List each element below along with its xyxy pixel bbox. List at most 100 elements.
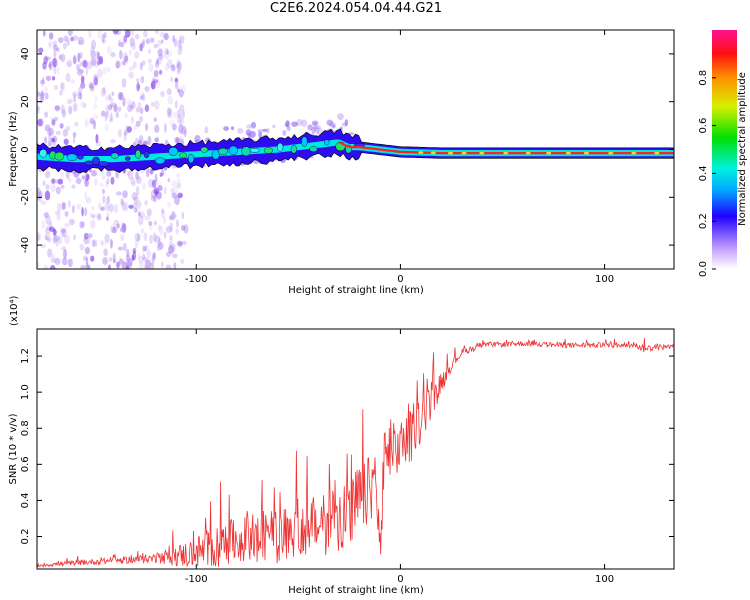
spectral-point: [159, 172, 163, 177]
ridge-peak-dot: [461, 151, 467, 155]
spectral-point: [44, 136, 48, 144]
spectral-point: [94, 95, 98, 103]
spectral-point: [141, 41, 145, 49]
spectral-point: [49, 142, 56, 147]
spectral-point: [137, 85, 141, 90]
spectral-point: [60, 81, 66, 92]
ridge-blob: [249, 148, 260, 153]
spectral-point: [113, 219, 120, 226]
spectral-point: [62, 129, 69, 137]
spectral-point: [329, 122, 336, 128]
spectral-point: [194, 139, 199, 144]
ridge-blob: [168, 147, 179, 156]
spectral-point: [135, 120, 141, 127]
spectral-point: [72, 56, 77, 65]
snr-scale-note: (x10⁴): [9, 295, 20, 326]
spectral-point: [151, 253, 155, 264]
spectral-point: [126, 257, 133, 267]
ridge-peak-dot: [448, 151, 454, 155]
snr-x-axis: -100 0 100: [185, 329, 614, 585]
spectral-point: [156, 58, 159, 65]
spectral-point: [138, 211, 141, 217]
spectral-point: [94, 59, 99, 68]
spectral-point: [156, 243, 162, 252]
spectral-point: [171, 243, 176, 252]
spectral-point: [90, 45, 95, 54]
spectral-point: [61, 246, 67, 251]
spectral-point: [155, 136, 160, 143]
spectral-point: [119, 92, 124, 101]
y-tick-label: 1.2: [20, 348, 31, 364]
spectral-point: [311, 127, 317, 134]
ridge-peak-dot: [654, 151, 660, 155]
spectral-point: [174, 100, 178, 109]
spectral-point: [83, 232, 89, 240]
spectral-point: [100, 110, 106, 117]
colorbar-gradient: [712, 30, 737, 269]
spectral-point: [107, 264, 112, 269]
spectral-point: [84, 178, 89, 187]
spectral-point: [92, 239, 96, 248]
spectral-point: [171, 64, 175, 70]
spectral-point: [92, 214, 95, 219]
spectral-point: [135, 185, 140, 196]
spectral-point: [97, 68, 103, 78]
spectral-point: [145, 123, 149, 131]
spectral-point: [153, 220, 157, 226]
spectral-point: [94, 50, 99, 59]
spectral-point: [100, 87, 106, 97]
spectral-point: [108, 93, 112, 102]
spectral-point: [123, 54, 129, 65]
spectral-point: [70, 79, 75, 84]
spectral-point: [95, 133, 99, 144]
spectral-point: [115, 60, 121, 69]
spectral-point: [64, 211, 69, 217]
spectral-point: [66, 98, 73, 104]
spectral-point: [128, 100, 134, 108]
spectral-point: [93, 113, 99, 120]
ridge-peak-dot: [525, 151, 531, 155]
y-tick-label: 0.8: [20, 420, 31, 436]
spectral-point: [122, 190, 128, 199]
spectral-point: [48, 42, 52, 50]
spectral-point: [109, 112, 113, 122]
spectral-point: [44, 124, 51, 132]
spectral-point: [113, 103, 118, 113]
spectral-point: [86, 264, 91, 269]
spectral-point: [157, 241, 164, 250]
spectral-point: [180, 225, 186, 231]
spectral-point: [132, 61, 137, 69]
spectral-point: [123, 131, 127, 142]
spectral-point: [152, 232, 157, 242]
spectral-point: [124, 55, 129, 63]
snr-y-axis: 0.2 0.4 0.6 0.8 1.0 1.2: [20, 348, 674, 544]
spectral-point: [40, 200, 47, 206]
spectral-point: [181, 212, 185, 219]
spectral-point: [142, 245, 145, 254]
spectral-point: [48, 32, 54, 40]
spectral-point: [79, 221, 85, 229]
spectral-point: [150, 189, 157, 199]
spectral-point: [156, 191, 162, 200]
spectral-point: [72, 136, 76, 144]
spectral-point: [337, 113, 344, 121]
ridge-peak-dot: [430, 151, 436, 155]
spectral-point: [102, 39, 106, 44]
spectral-point: [43, 54, 48, 63]
spectral-point: [142, 30, 148, 38]
spectral-point: [87, 233, 93, 239]
spectral-point: [144, 104, 150, 112]
spectral-point: [128, 49, 132, 56]
spectral-point: [52, 138, 57, 147]
spectral-point: [48, 60, 53, 71]
spectral-point: [79, 51, 83, 59]
spectral-point: [72, 132, 77, 138]
ridge-blob: [66, 153, 78, 162]
spectral-point: [160, 210, 166, 220]
ridge-blob: [179, 152, 188, 159]
spectral-point: [130, 182, 137, 187]
spectral-point: [139, 115, 143, 123]
spectral-point: [44, 235, 48, 240]
spectral-point: [37, 118, 43, 127]
spectral-point: [100, 239, 104, 246]
